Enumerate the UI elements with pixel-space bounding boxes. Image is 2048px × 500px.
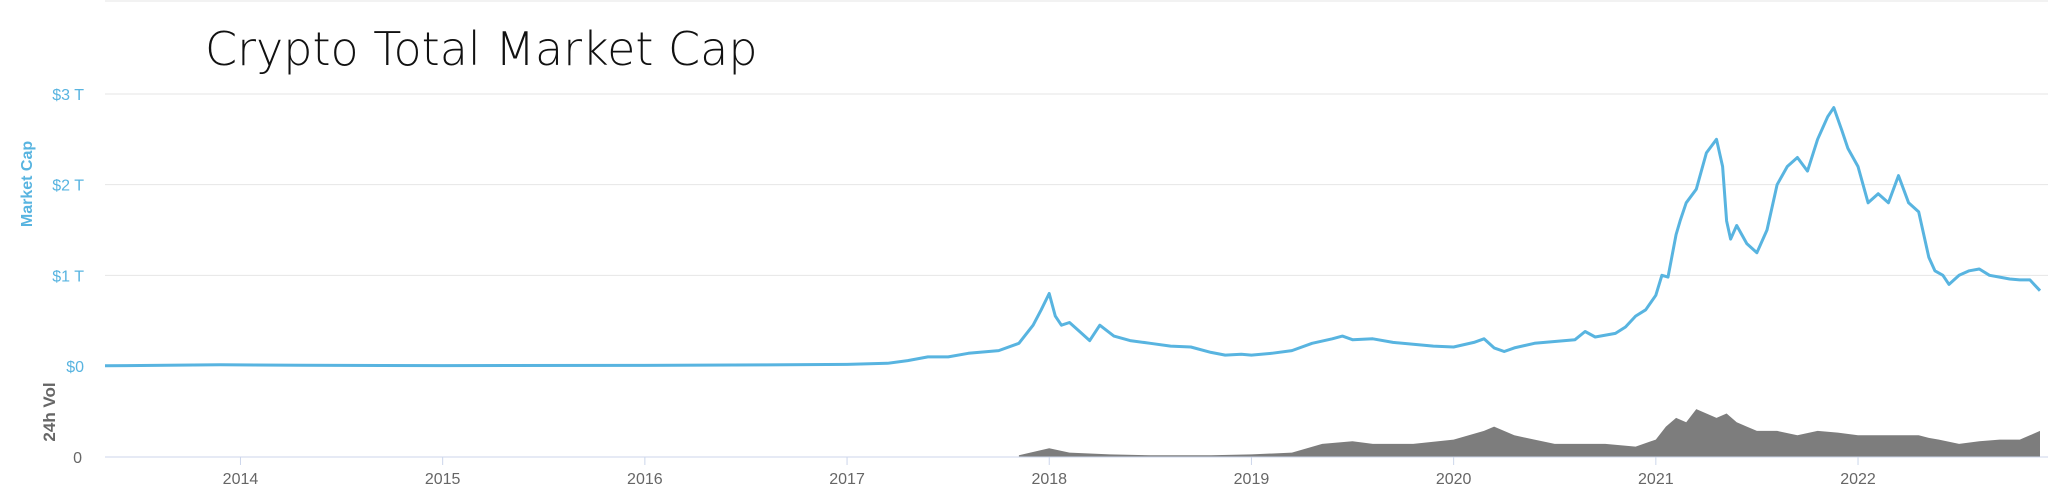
y-tick-label: $0 (66, 359, 84, 376)
volume-axis-label: 24h Vol (40, 382, 59, 441)
volume-tick-label: 0 (73, 450, 82, 467)
x-tick-label: 2016 (627, 471, 663, 488)
y-gridlines (105, 93, 2048, 276)
x-tick-label: 2022 (1840, 471, 1876, 488)
x-tick-label: 2021 (1638, 471, 1674, 488)
x-tick-label: 2020 (1436, 471, 1472, 488)
volume-area (1018, 409, 2040, 457)
y-axis-label: Market Cap (19, 141, 36, 227)
x-tick-label: 2015 (425, 471, 461, 488)
chart-title: Crypto Total Market Cap (205, 22, 758, 76)
x-axis-ticks: 2014 2015 2016 2017 2018 2019 2020 2021 2022 (223, 457, 1876, 488)
x-tick-label: 2014 (223, 471, 259, 488)
volume-series (1018, 409, 2040, 457)
volume-axis-ticks: 0 (73, 450, 82, 467)
y-tick-label: $2 T (52, 178, 84, 195)
y-axis-ticks: $0 $1 T $2 T $3 T (52, 87, 84, 376)
y-tick-label: $3 T (52, 87, 84, 104)
y-tick-label: $1 T (52, 268, 84, 285)
x-tick-label: 2018 (1031, 471, 1067, 488)
market-cap-line (104, 106, 2042, 368)
x-tick-label: 2017 (829, 471, 865, 488)
x-tick-label: 2019 (1234, 471, 1270, 488)
